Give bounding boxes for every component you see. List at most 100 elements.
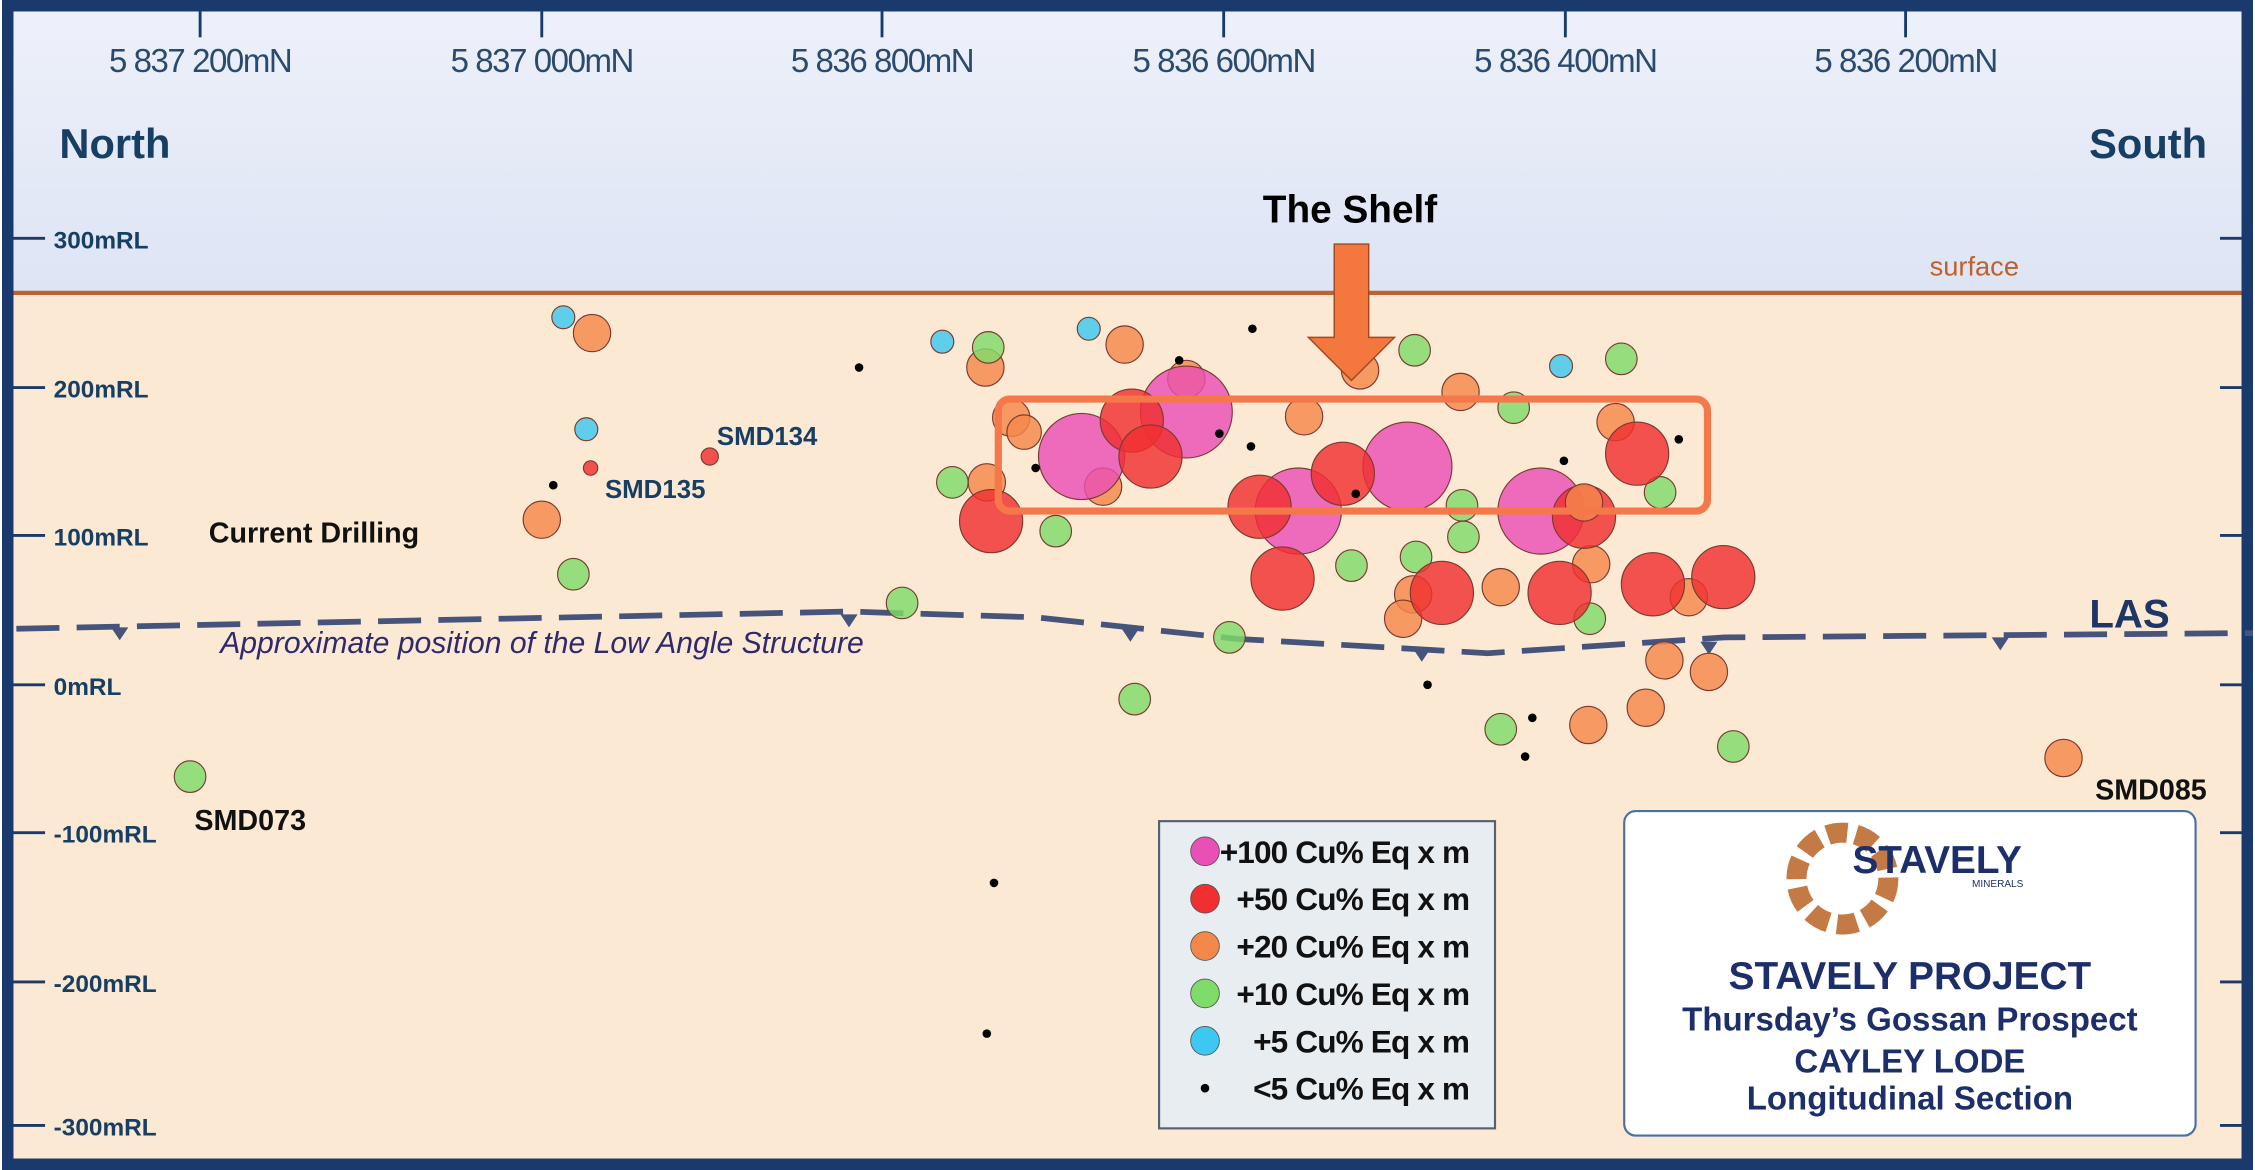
intersection — [1310, 441, 1375, 506]
intersection — [1174, 356, 1184, 365]
shelf-arrow — [1306, 243, 1397, 382]
intersection — [1362, 421, 1453, 512]
title-box — [1623, 810, 2197, 1137]
intersection — [930, 329, 955, 354]
intersection — [582, 460, 599, 476]
intersection — [1445, 488, 1479, 522]
intersection — [556, 557, 590, 591]
intersection — [1246, 442, 1256, 451]
intersection — [1626, 688, 1665, 727]
sky — [2, 0, 2253, 293]
intersection — [1215, 429, 1224, 438]
intersection — [2044, 738, 2083, 778]
axes: 5 837 200mN 5 837 000mN 5 836 800mN 5 836 6… — [13, 11, 2245, 1142]
intersection — [1250, 546, 1315, 611]
intersection — [885, 586, 919, 620]
las-label: LAS — [2089, 591, 2169, 636]
shelf-box — [994, 395, 1712, 515]
prospect-title: Thursday’s Gossan Prospect — [1682, 1001, 2137, 1038]
las-tooth — [1991, 637, 2009, 651]
intersection — [1520, 752, 1530, 761]
easting-label: 5 836 200mN — [1814, 42, 1996, 79]
legend-swatch — [1190, 883, 1220, 914]
legend-label: +10 Cu% Eq x m — [1236, 976, 1469, 1012]
logo-subtext: MINERALS — [1972, 879, 2024, 890]
intersection — [572, 313, 612, 353]
rl-label: 0mRL — [54, 674, 122, 701]
hole-label: SMD085 — [2095, 775, 2207, 807]
hole-label: SMD134 — [717, 423, 818, 451]
intersection — [1039, 514, 1073, 548]
rl-label: 100mRL — [54, 525, 149, 552]
legend-swatch — [1200, 1083, 1210, 1093]
intersection — [1213, 621, 1246, 654]
intersection — [1484, 712, 1518, 746]
intersection — [935, 465, 969, 499]
easting-label: 5 836 800mN — [791, 42, 973, 79]
intersection — [1441, 372, 1480, 412]
logo-ring — [1786, 822, 1899, 935]
intersection — [1118, 424, 1183, 489]
legend-label: +5 Cu% Eq x m — [1253, 1023, 1469, 1059]
hole-label: SMD073 — [194, 805, 306, 837]
legend-swatch — [1190, 931, 1220, 961]
intersection — [982, 1029, 992, 1038]
intersection — [1691, 544, 1756, 610]
intersection — [1076, 316, 1101, 341]
las-tooth — [1121, 628, 1139, 642]
logo-text: STAVELY — [1852, 839, 2022, 882]
intersection — [989, 878, 999, 888]
intersection — [1031, 463, 1040, 473]
intersection — [1674, 434, 1684, 444]
intersection — [1399, 540, 1433, 574]
las-teeth — [111, 614, 2009, 662]
las-tooth — [840, 614, 858, 628]
intersection — [1645, 641, 1684, 680]
intersection — [548, 480, 558, 490]
intersection — [173, 760, 207, 794]
intersection — [1351, 489, 1361, 499]
intersection — [1559, 456, 1569, 466]
legend-label: +100 Cu% Eq x m — [1220, 834, 1469, 870]
intersection — [1620, 552, 1686, 617]
intersection — [1248, 324, 1257, 334]
easting-label: 5 836 400mN — [1474, 42, 1656, 79]
intersection — [854, 363, 864, 372]
easting-label: 5 837 200mN — [109, 42, 291, 79]
legend-label: +20 Cu% Eq x m — [1236, 929, 1469, 965]
rl-label: 300mRL — [54, 227, 149, 254]
easting-label: 5 836 600mN — [1133, 42, 1315, 79]
shelf-label: The Shelf — [1263, 189, 1437, 232]
las-tooth — [111, 627, 129, 641]
las-note: Approximate position of the Low Angle St… — [218, 627, 864, 660]
intersection — [958, 488, 1024, 554]
intersection — [1604, 421, 1670, 486]
intersection — [1423, 680, 1432, 690]
intersection — [1409, 560, 1475, 626]
current-drilling-label: Current Drilling — [209, 518, 420, 550]
rl-label: -300mRL — [54, 1115, 157, 1142]
intersection — [1118, 682, 1152, 716]
legend: +100 Cu% Eq x m +50 Cu% Eq x m +20 Cu% Eq … — [1190, 834, 1470, 1107]
lode-title: CAYLEY LODE — [1794, 1042, 2025, 1079]
intersection — [1564, 483, 1604, 522]
intersection — [1569, 705, 1608, 745]
legend-label: <5 Cu% Eq x m — [1253, 1071, 1469, 1107]
north-label: North — [59, 120, 170, 167]
intersection — [1227, 474, 1292, 539]
intersection — [1716, 730, 1750, 763]
intersection — [522, 500, 562, 539]
intersection — [1284, 397, 1324, 436]
intersection — [1689, 652, 1729, 692]
legend-label: +50 Cu% Eq x m — [1236, 881, 1469, 917]
intersection — [1383, 599, 1423, 638]
legend-swatch — [1190, 1026, 1220, 1056]
section-title: Longitudinal Section — [1747, 1080, 2073, 1117]
intersection — [1527, 560, 1592, 626]
intersection — [551, 305, 576, 330]
las-tooth — [1700, 641, 1718, 655]
legend-box — [1158, 820, 1497, 1130]
intersection — [1604, 342, 1638, 376]
